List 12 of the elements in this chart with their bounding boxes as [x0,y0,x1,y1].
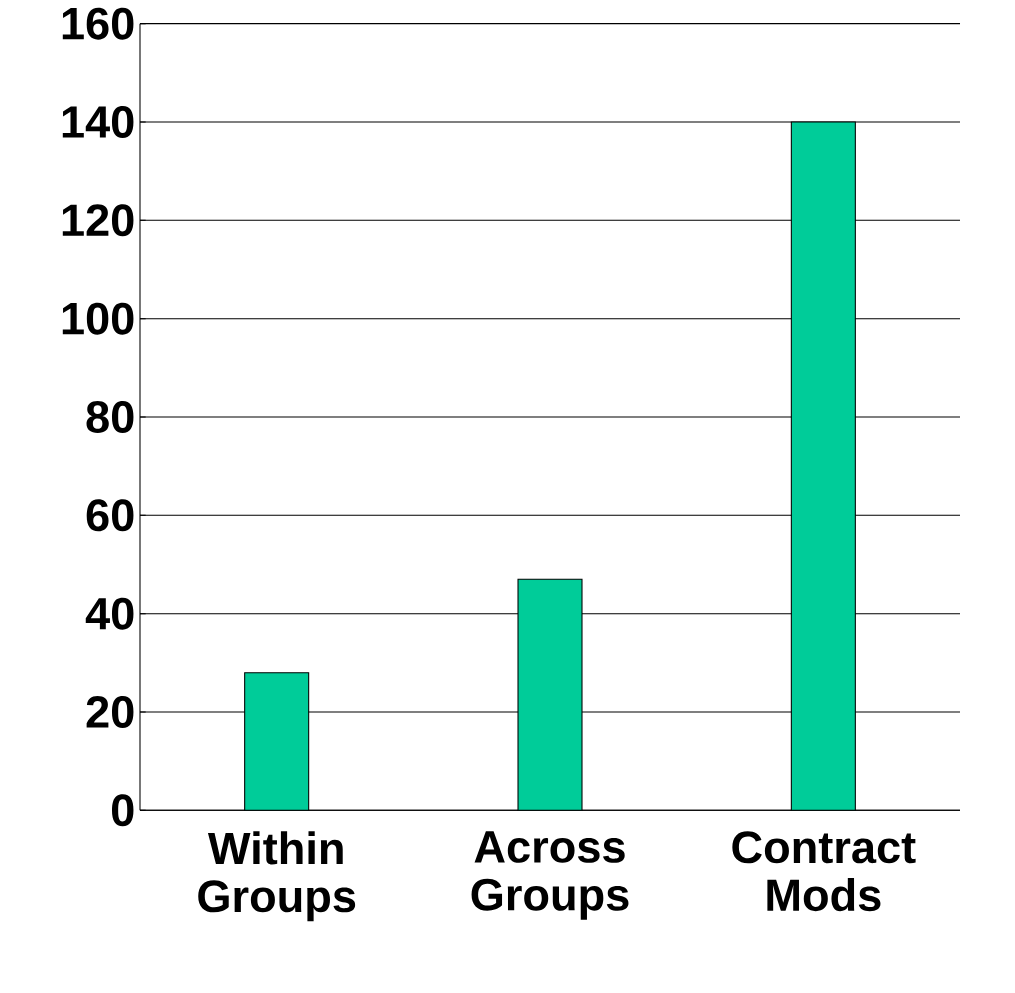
y-tick-label: 100 [62,302,134,335]
x-tick-label: Across Groups [471,831,629,920]
y-tick-label: 80 [86,401,134,433]
y-tick-label: 60 [86,499,134,532]
x-tick-label: Within Groups [198,831,356,922]
y-tick-label: 0 [111,794,134,827]
y-tick-label: 40 [85,597,134,630]
y-tick-label: 120 [62,204,134,237]
y-tick-label: 140 [62,106,134,138]
y-tick-label: 160 [62,7,134,40]
y-tick-label: 20 [86,696,134,728]
x-tick-label: Contract Mods [732,831,916,912]
